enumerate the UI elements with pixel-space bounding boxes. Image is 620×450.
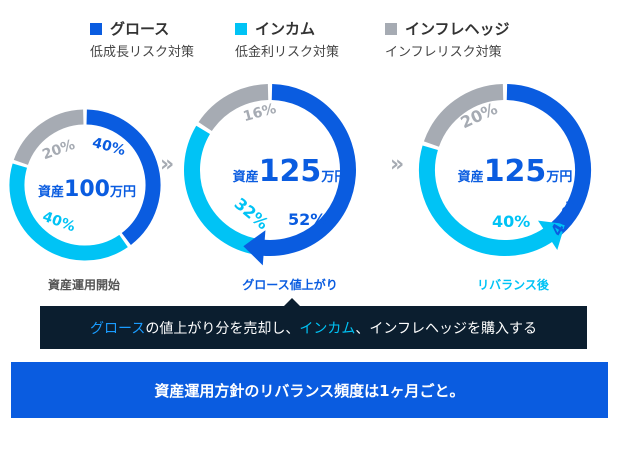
donut2-growth-pct: 52% <box>288 210 327 229</box>
donut3-income-pct: 40% <box>492 212 531 231</box>
donut-charts <box>9 84 591 266</box>
legend-sub: 低成長リスク対策 <box>90 45 195 60</box>
rebalance-tooltip: グロース の値上がり分を売却し、 インカム 、インフレヘッジを購入する <box>40 298 587 349</box>
tip-text: の値上がり分を売却し、 <box>145 320 300 337</box>
asset-amount: 100 <box>64 177 110 202</box>
asset-amount: 125 <box>483 154 547 189</box>
growth-swatch-icon <box>90 22 102 35</box>
legend-income: インカム低金利リスク対策 <box>235 18 339 60</box>
asset-unit: 万円 <box>109 185 136 200</box>
legend-title: インフレヘッジ <box>405 20 510 38</box>
legend-title: インカム <box>255 20 316 38</box>
asset-amount: 125 <box>258 154 322 189</box>
chevron-right-icon: » <box>160 152 175 177</box>
growth-arc <box>261 84 356 256</box>
asset-label: 資産 <box>38 185 65 200</box>
donut2-center: 資産125万円 <box>233 157 348 187</box>
legend-inflation: インフレヘッジインフレリスク対策 <box>385 18 510 60</box>
tip-income: インカム <box>299 320 356 337</box>
income-arc <box>9 163 128 261</box>
legend-sub: 低金利リスク対策 <box>235 45 340 60</box>
caption-start: 資産運用開始 <box>47 278 121 292</box>
legend-sub: インフレリスク対策 <box>385 45 502 60</box>
caption-growth-up: グロース値上がり <box>242 278 338 292</box>
asset-label: 資産 <box>232 170 259 185</box>
rebalance-frequency-banner: 資産運用方針のリバランス頻度は1ヶ月ごと。 <box>11 362 608 418</box>
income-arrowhead-icon <box>538 220 566 251</box>
caption-rebalance: リバランス後 <box>477 278 549 292</box>
inflation-arc <box>423 84 504 147</box>
donut1-center: 資産100万円 <box>38 179 136 201</box>
inflation-swatch-icon <box>385 22 397 35</box>
tip-growth: グロース <box>90 320 146 337</box>
asset-unit: 万円 <box>546 170 573 185</box>
asset-unit: 万円 <box>321 170 348 185</box>
income-swatch-icon <box>235 22 247 35</box>
tip-text: 、インフレヘッジを購入する <box>355 320 537 337</box>
growth-arrowhead-icon <box>243 230 266 266</box>
chevron-right-icon: » <box>390 152 405 177</box>
inflation-arc <box>13 109 84 166</box>
income-arc <box>419 145 554 256</box>
legend-growth: グロース低成長リスク対策 <box>90 18 194 60</box>
growth-arc <box>86 109 161 245</box>
legend-title: グロース <box>110 20 170 38</box>
growth-arc <box>506 84 591 239</box>
inflation-arc <box>198 84 269 132</box>
asset-label: 資産 <box>457 170 484 185</box>
income-arc <box>184 125 260 256</box>
donut3-center: 資産125万円 <box>458 157 573 187</box>
